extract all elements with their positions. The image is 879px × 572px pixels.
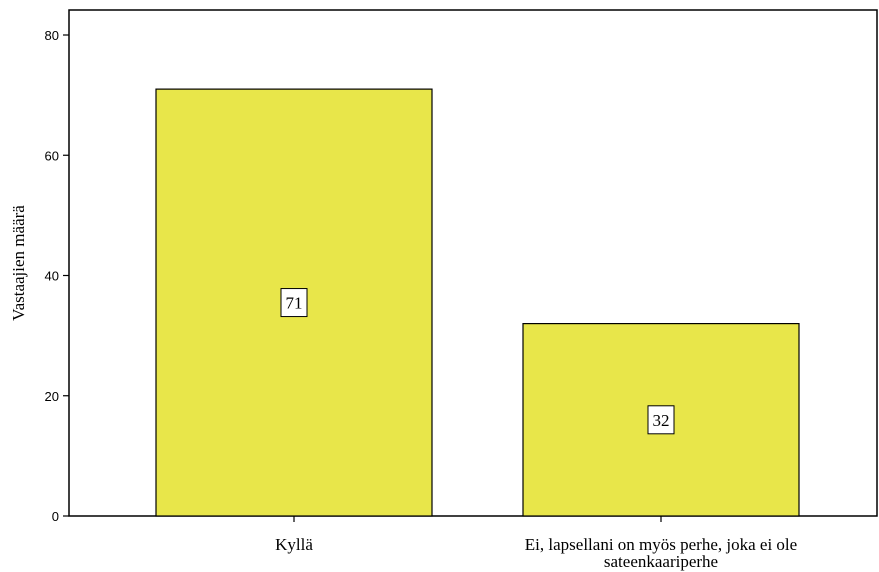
data-label: 32: [653, 411, 670, 430]
x-tick-label: Kyllä: [275, 535, 313, 554]
x-tick-label: Ei, lapsellani on myös perhe, joka ei ol…: [525, 535, 797, 554]
data-label: 71: [286, 294, 303, 313]
x-axis: Kyllä Ei, lapsellani on myös perhe, joka …: [275, 516, 797, 571]
y-tick-label: 20: [45, 389, 59, 404]
plot-frame: [68, 9, 878, 517]
y-axis-title: Vastaajien määrä: [9, 205, 28, 321]
y-tick-label: 60: [45, 148, 59, 163]
y-tick-label: 40: [45, 269, 59, 284]
y-axis: 0 20 40 60 80: [45, 28, 69, 524]
y-tick-label: 0: [52, 509, 59, 524]
x-tick-label: sateenkaariperhe: [604, 552, 718, 571]
data-label-box: [280, 288, 308, 318]
data-label-box: [647, 405, 675, 435]
bars: 71 32: [155, 88, 800, 517]
y-tick-label: 80: [45, 28, 59, 43]
